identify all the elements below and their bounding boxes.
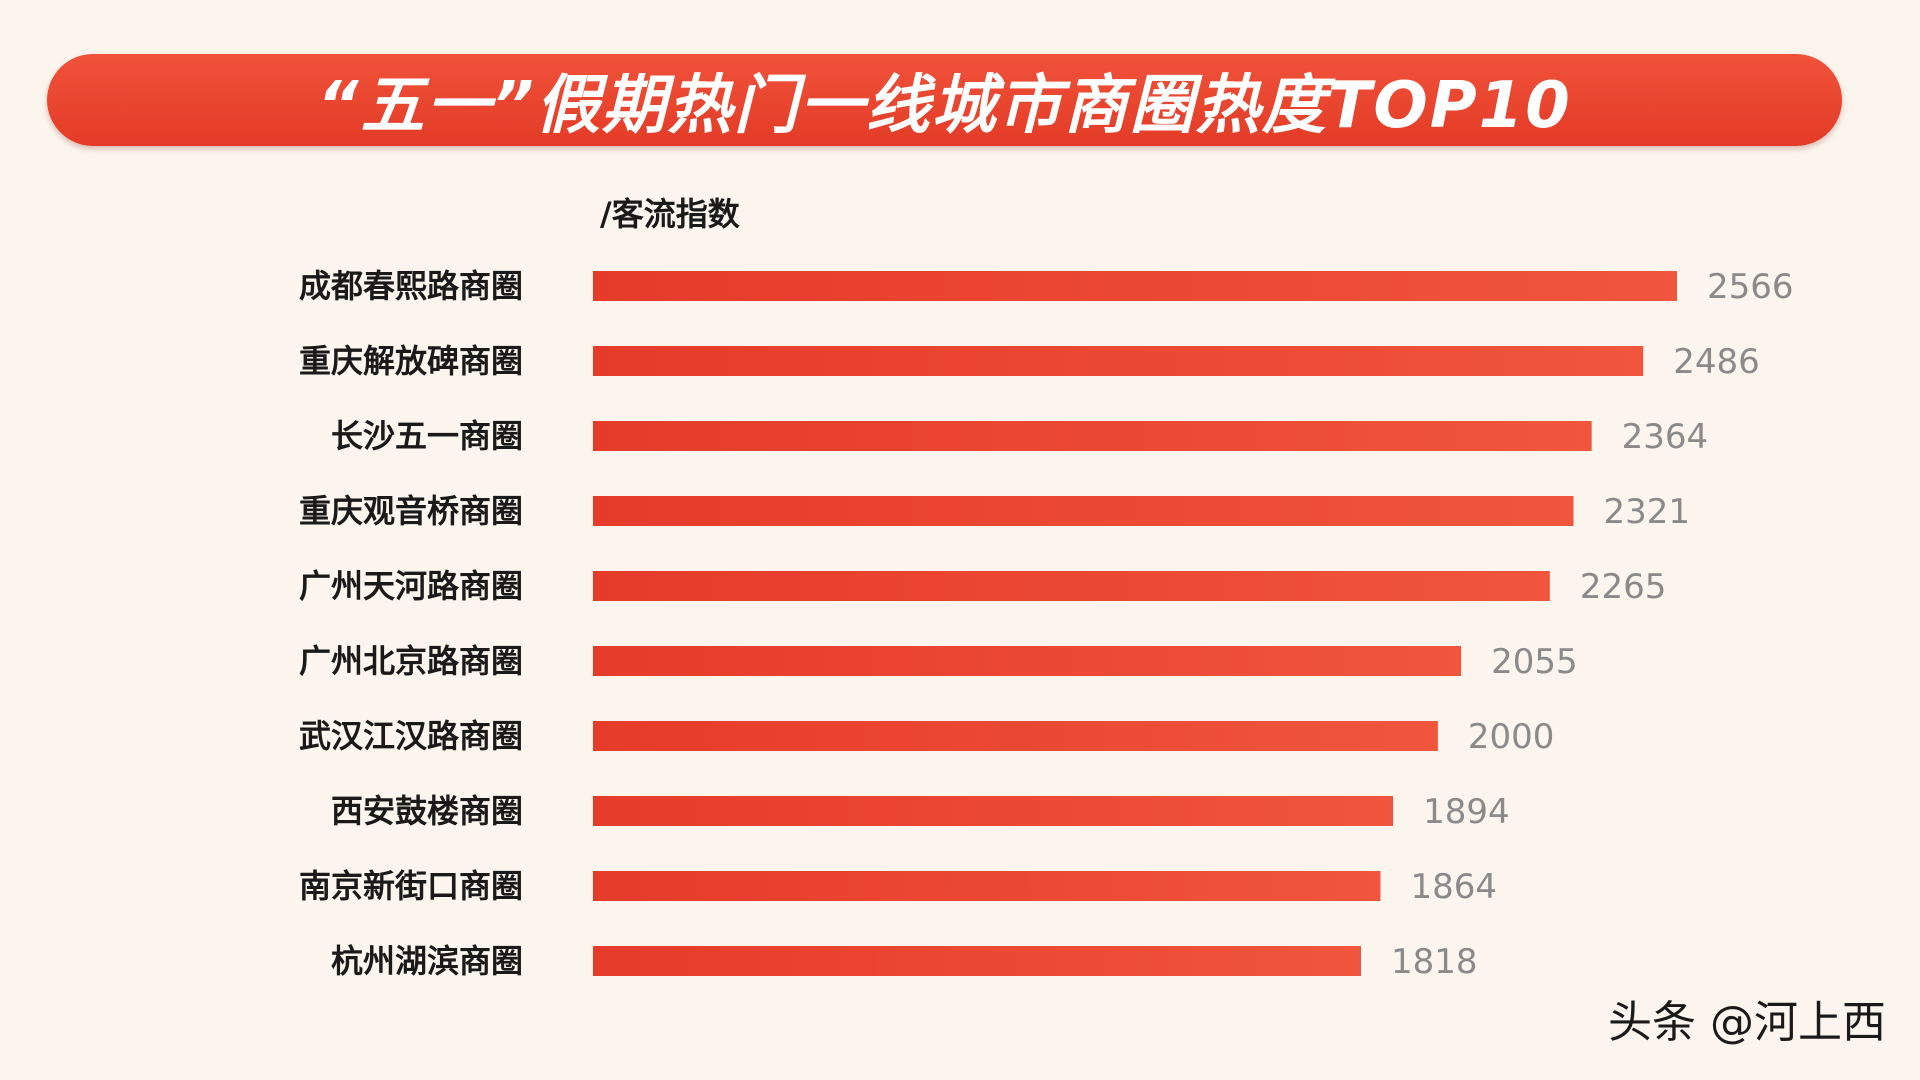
bar-row: 长沙五一商圈 2364 <box>331 417 1708 457</box>
bars-group: 成都春熙路商圈 2566 重庆解放碑商圈 2486 长沙五一商圈 2364 重庆观音桥商圈 2… <box>299 267 1794 982</box>
bar-row: 广州北京路商圈 2055 <box>299 642 1578 682</box>
category-label: 长沙五一商圈 <box>331 417 523 455</box>
bar <box>593 271 1677 301</box>
value-label: 2055 <box>1491 642 1578 682</box>
bar <box>593 871 1381 901</box>
category-label: 武汉江汉路商圈 <box>299 717 523 755</box>
category-label: 广州北京路商圈 <box>299 642 523 680</box>
category-label: 广州天河路商圈 <box>299 567 523 605</box>
category-label: 西安鼓楼商圈 <box>331 792 523 830</box>
bar <box>593 571 1550 601</box>
category-label: 重庆观音桥商圈 <box>299 492 523 530</box>
bar-row: 成都春熙路商圈 2566 <box>299 267 1794 307</box>
value-label: 2486 <box>1673 342 1760 382</box>
value-label: 1864 <box>1410 867 1497 907</box>
bar-row: 广州天河路商圈 2265 <box>299 567 1666 607</box>
value-label: 1818 <box>1391 942 1478 982</box>
bar-row: 西安鼓楼商圈 1894 <box>331 792 1510 832</box>
bar <box>593 421 1592 451</box>
category-label: 杭州湖滨商圈 <box>331 942 523 980</box>
value-label: 1894 <box>1423 792 1510 832</box>
value-label: 2566 <box>1707 267 1794 307</box>
bar-row: 南京新街口商圈 1864 <box>299 867 1497 907</box>
value-label: 2364 <box>1622 417 1709 457</box>
chart-title: “五一”假期热门一线城市商圈热度TOP10 <box>317 69 1572 143</box>
value-label: 2265 <box>1580 567 1667 607</box>
title-banner: “五一”假期热门一线城市商圈热度TOP10 <box>47 54 1842 146</box>
watermark: 头条 @河上西 <box>1608 997 1886 1048</box>
value-label: 2321 <box>1604 492 1691 532</box>
bar <box>593 346 1644 376</box>
bar <box>593 646 1462 676</box>
bar <box>593 796 1394 826</box>
value-label: 2000 <box>1468 717 1555 757</box>
bar-row: 杭州湖滨商圈 1818 <box>331 942 1478 982</box>
bar <box>593 496 1574 526</box>
bar <box>593 721 1438 751</box>
category-label: 南京新街口商圈 <box>299 867 523 905</box>
bar-row: 重庆观音桥商圈 2321 <box>299 492 1690 532</box>
bar-row: 武汉江汉路商圈 2000 <box>299 717 1554 757</box>
category-label: 重庆解放碑商圈 <box>299 342 523 380</box>
bar-row: 重庆解放碑商圈 2486 <box>299 342 1760 382</box>
category-label: 成都春熙路商圈 <box>299 267 523 305</box>
bar <box>593 946 1362 976</box>
unit-label: /客流指数 <box>600 195 741 233</box>
